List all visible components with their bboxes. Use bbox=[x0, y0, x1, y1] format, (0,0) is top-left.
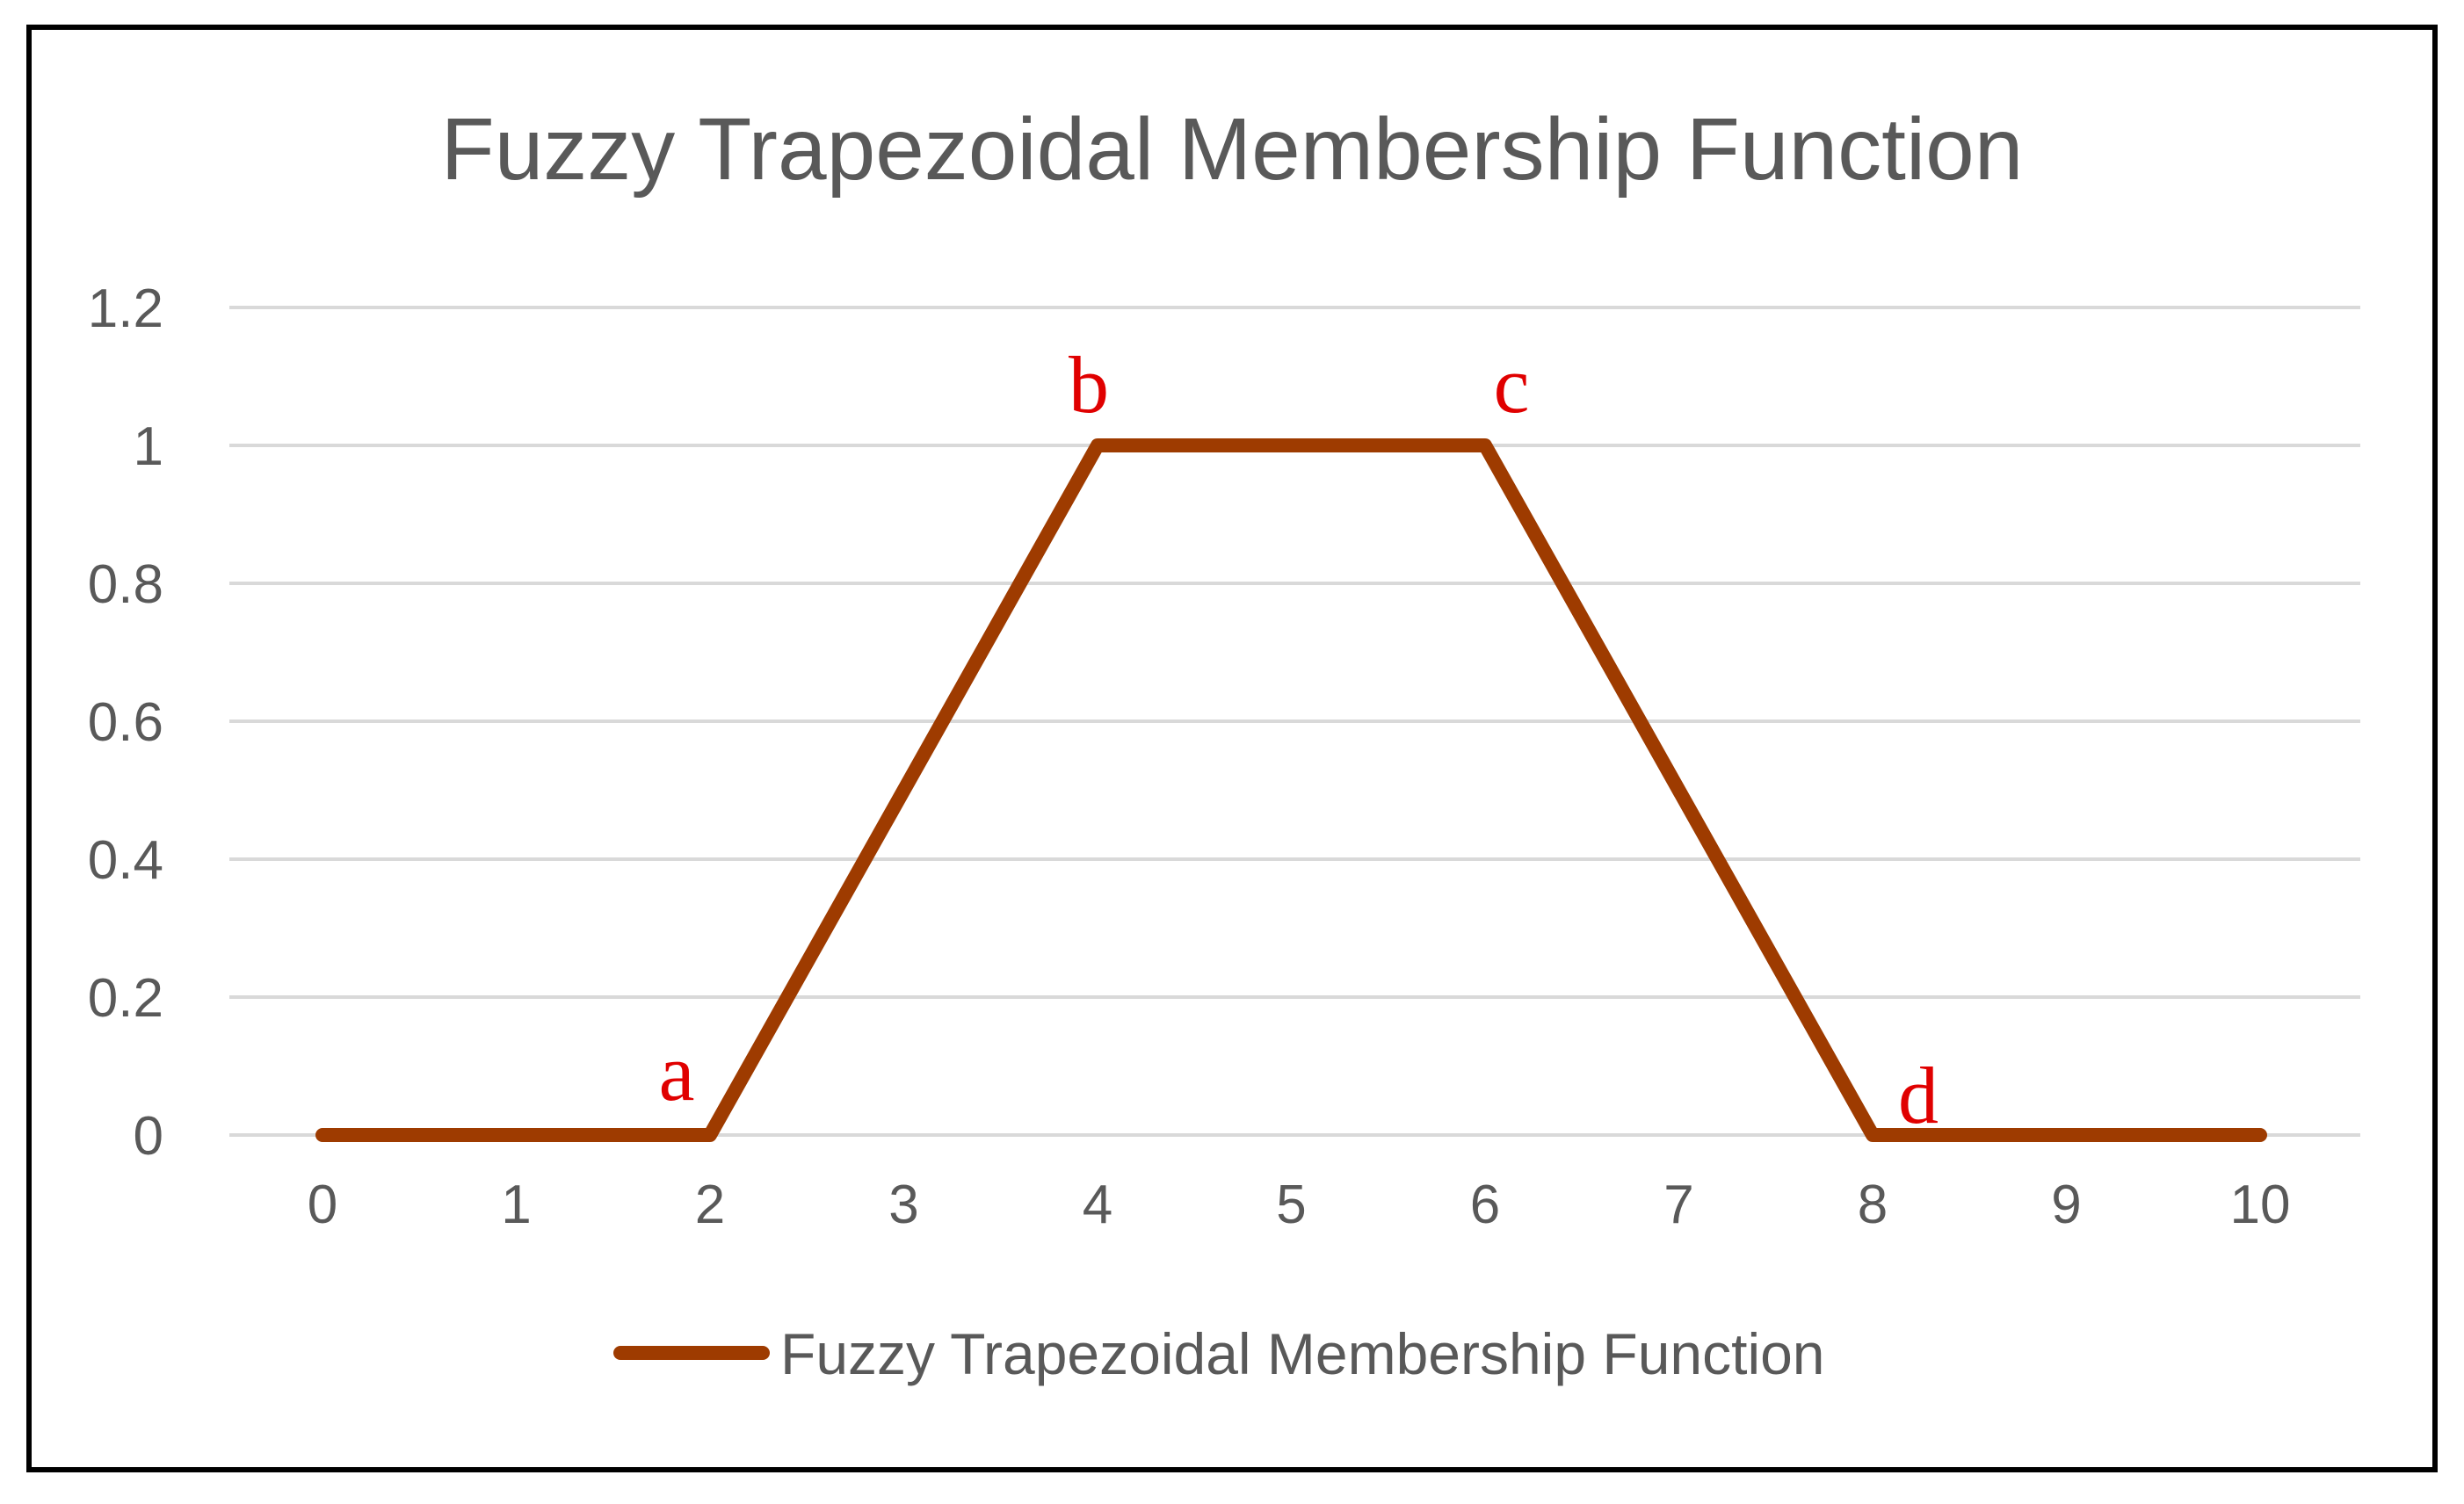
legend-label: Fuzzy Trapezoidal Membership Function bbox=[780, 1321, 1825, 1386]
chart-svg: Fuzzy Trapezoidal Membership Function 00… bbox=[88, 100, 2360, 1386]
x-tick-label: 0 bbox=[308, 1175, 337, 1235]
annotation-label: c bbox=[1494, 340, 1530, 430]
x-tick-label: 6 bbox=[1470, 1175, 1500, 1235]
x-tick-label: 8 bbox=[1858, 1175, 1888, 1235]
y-tick-label: 1 bbox=[134, 416, 163, 477]
y-axis-ticks: 0 0.2 0.4 0.6 0.8 1 1.2 bbox=[88, 278, 163, 1167]
gridlines bbox=[229, 306, 2360, 1137]
y-tick-label: 0.4 bbox=[88, 830, 163, 891]
annotation-label: a bbox=[659, 1028, 695, 1117]
x-tick-label: 3 bbox=[888, 1175, 918, 1235]
y-tick-label: 1.2 bbox=[88, 278, 163, 339]
chart-title: Fuzzy Trapezoidal Membership Function bbox=[441, 100, 2024, 199]
y-tick-label: 0.8 bbox=[88, 554, 163, 615]
y-tick-label: 0 bbox=[134, 1106, 163, 1167]
y-tick-label: 0.2 bbox=[88, 968, 163, 1029]
x-tick-label: 5 bbox=[1276, 1175, 1306, 1235]
x-tick-label: 4 bbox=[1083, 1175, 1112, 1235]
x-axis-ticks: 0 1 2 3 4 5 6 7 8 9 10 bbox=[308, 1175, 2291, 1235]
x-tick-label: 10 bbox=[2230, 1175, 2291, 1235]
y-tick-label: 0.6 bbox=[88, 692, 163, 753]
annotations: a b c d bbox=[659, 340, 1939, 1140]
series-line bbox=[315, 438, 2267, 1142]
legend[interactable]: Fuzzy Trapezoidal Membership Function bbox=[613, 1321, 1825, 1386]
annotation-label: b bbox=[1069, 340, 1109, 430]
x-tick-label: 9 bbox=[2051, 1175, 2081, 1235]
x-tick-label: 7 bbox=[1663, 1175, 1693, 1235]
series-layer bbox=[315, 438, 2267, 1142]
annotation-label: d bbox=[1898, 1051, 1939, 1140]
x-tick-label: 1 bbox=[501, 1175, 531, 1235]
x-tick-label: 2 bbox=[695, 1175, 725, 1235]
